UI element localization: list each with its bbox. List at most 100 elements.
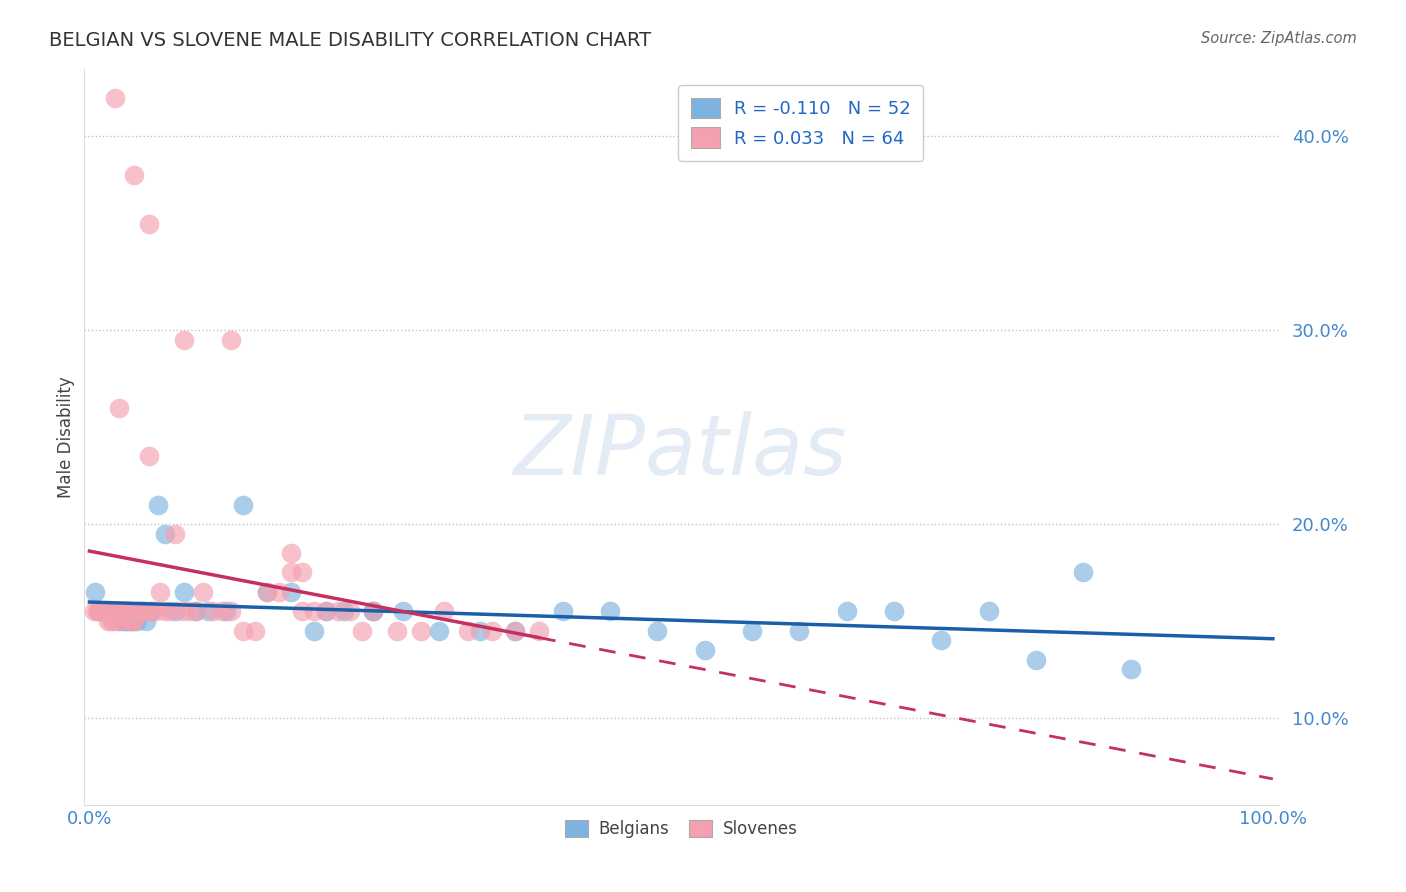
Point — [789, 624, 811, 638]
Point — [139, 604, 162, 618]
Point — [93, 604, 115, 618]
Point — [177, 604, 200, 618]
Point — [100, 614, 122, 628]
Point — [149, 584, 172, 599]
Point — [741, 624, 763, 638]
Point — [94, 604, 117, 618]
Point — [128, 604, 150, 618]
Point — [326, 604, 349, 618]
Point — [599, 604, 621, 618]
Point — [214, 604, 236, 618]
Point — [280, 584, 302, 599]
Point — [191, 584, 214, 599]
Point — [93, 604, 115, 618]
Point — [145, 604, 167, 618]
Point — [125, 614, 148, 628]
Point — [90, 604, 112, 618]
Point — [647, 624, 669, 638]
Point — [392, 604, 415, 618]
Point — [86, 604, 108, 618]
Point — [256, 584, 278, 599]
Point — [280, 566, 302, 580]
Point — [481, 624, 503, 638]
Text: ZIPatlas: ZIPatlas — [515, 411, 848, 492]
Point — [197, 604, 219, 618]
Point — [108, 614, 131, 628]
Point — [153, 604, 176, 618]
Point — [117, 614, 139, 628]
Point — [111, 604, 134, 618]
Point — [184, 604, 207, 618]
Point — [363, 604, 385, 618]
Point — [363, 604, 385, 618]
Point — [104, 90, 127, 104]
Point — [1025, 653, 1047, 667]
Point — [124, 614, 146, 628]
Legend: Belgians, Slovenes: Belgians, Slovenes — [558, 813, 804, 845]
Point — [131, 604, 153, 618]
Point — [132, 604, 155, 618]
Point — [104, 604, 127, 618]
Text: Source: ZipAtlas.com: Source: ZipAtlas.com — [1201, 31, 1357, 46]
Point — [108, 604, 131, 618]
Point — [221, 333, 243, 347]
Point — [433, 604, 456, 618]
Point — [117, 604, 139, 618]
Point — [101, 604, 124, 618]
Point — [111, 614, 134, 628]
Point — [139, 604, 162, 618]
Point — [304, 604, 326, 618]
Point — [1073, 566, 1095, 580]
Point — [173, 584, 195, 599]
Point — [107, 604, 129, 618]
Point — [232, 498, 254, 512]
Point — [409, 624, 432, 638]
Y-axis label: Male Disability: Male Disability — [58, 376, 75, 498]
Point — [291, 566, 314, 580]
Point — [125, 604, 148, 618]
Point — [159, 604, 181, 618]
Point — [170, 604, 193, 618]
Point — [350, 624, 373, 638]
Point — [173, 333, 195, 347]
Point — [138, 217, 160, 231]
Point — [101, 614, 124, 628]
Point — [121, 614, 143, 628]
Point — [304, 624, 326, 638]
Point — [163, 604, 186, 618]
Point — [291, 604, 314, 618]
Point — [83, 604, 105, 618]
Point — [84, 584, 107, 599]
Point — [114, 614, 136, 628]
Point — [1119, 662, 1142, 676]
Point — [107, 614, 129, 628]
Point — [232, 624, 254, 638]
Point — [100, 604, 122, 618]
Point — [163, 526, 186, 541]
Point — [505, 624, 527, 638]
Point — [315, 604, 337, 618]
Point — [221, 604, 243, 618]
Point — [505, 624, 527, 638]
Point — [339, 604, 361, 618]
Point — [135, 604, 157, 618]
Point — [977, 604, 1000, 618]
Point — [184, 604, 207, 618]
Point — [527, 624, 550, 638]
Point — [118, 604, 141, 618]
Point — [201, 604, 224, 618]
Point — [87, 604, 110, 618]
Point — [97, 614, 120, 628]
Point — [457, 624, 479, 638]
Point — [243, 624, 266, 638]
Point — [94, 604, 117, 618]
Text: BELGIAN VS SLOVENE MALE DISABILITY CORRELATION CHART: BELGIAN VS SLOVENE MALE DISABILITY CORRE… — [49, 31, 651, 50]
Point — [333, 604, 356, 618]
Point — [883, 604, 905, 618]
Point — [468, 624, 491, 638]
Point — [138, 449, 160, 463]
Point — [280, 546, 302, 560]
Point — [363, 604, 385, 618]
Point — [114, 604, 136, 618]
Point — [87, 604, 110, 618]
